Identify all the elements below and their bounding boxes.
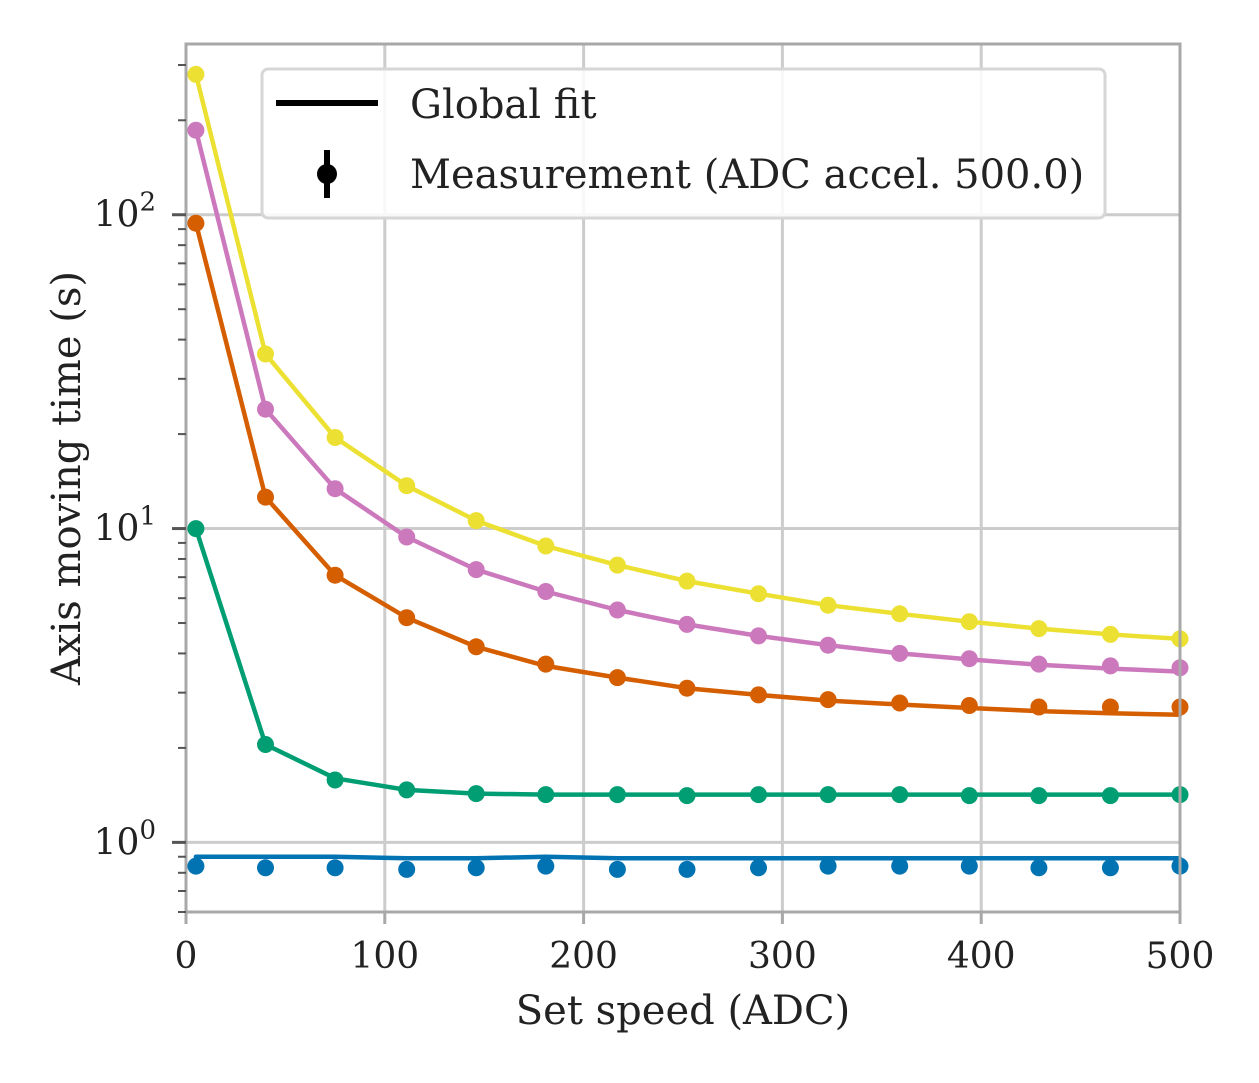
measurement-point — [326, 771, 344, 789]
measurement-point — [187, 857, 205, 875]
measurement-point — [608, 556, 626, 574]
measurement-point — [608, 669, 626, 687]
series-1 — [187, 520, 1189, 805]
measurement-point — [750, 585, 767, 603]
measurement-point — [750, 686, 767, 704]
measurement-point — [960, 650, 978, 668]
measurement-point — [537, 857, 555, 875]
measurement-point — [891, 644, 909, 662]
measurement-point — [891, 786, 909, 804]
measurement-point — [1030, 698, 1048, 716]
measurement-point — [537, 655, 555, 673]
x-tick-label: 200 — [549, 936, 618, 977]
measurement-point — [960, 857, 978, 875]
measurement-point — [819, 691, 837, 709]
measurement-point — [187, 65, 205, 83]
measurement-point — [678, 572, 696, 590]
series-layer — [187, 65, 1189, 878]
y-tick-label: 100 — [94, 815, 156, 863]
measurement-point — [819, 596, 837, 614]
measurement-point — [257, 859, 274, 877]
measurement-point — [326, 429, 344, 446]
measurement-point — [187, 520, 205, 538]
measurement-point — [326, 480, 344, 498]
measurement-point — [678, 787, 696, 805]
measurement-point — [1030, 620, 1048, 638]
fit-line-2 — [193, 220, 1183, 718]
measurement-point — [1101, 787, 1119, 805]
series-0 — [187, 854, 1189, 878]
measurement-point — [398, 609, 416, 627]
plot-frame — [184, 42, 1182, 914]
measurement-point — [678, 615, 696, 633]
measurement-point — [1101, 657, 1119, 675]
measurement-point — [819, 786, 837, 804]
measurement-point — [398, 528, 416, 546]
measurement-point — [467, 561, 485, 579]
measurement-point — [467, 785, 485, 803]
measurement-point — [398, 860, 416, 878]
legend-label-global-fit: Global fit — [410, 82, 597, 128]
measurement-point — [608, 601, 626, 619]
x-tick-label: 400 — [947, 936, 1016, 977]
measurement-point — [678, 860, 696, 878]
measurement-point — [326, 566, 344, 584]
y-tick-label: 102 — [94, 188, 156, 236]
measurement-point — [960, 613, 978, 631]
measurement-point — [467, 638, 485, 656]
ticks: 0 100 200 300 400 500 100 101 102 — [94, 64, 1215, 977]
series-4 — [187, 65, 1189, 648]
measurement-point — [537, 786, 555, 804]
series-2 — [187, 214, 1189, 718]
measurement-point — [750, 859, 767, 877]
y-tick-label: 101 — [94, 502, 156, 550]
measurement-point — [678, 679, 696, 697]
measurement-point — [750, 786, 767, 804]
x-tick-label: 500 — [1146, 936, 1215, 977]
measurement-point — [398, 477, 416, 495]
measurement-point — [257, 400, 274, 418]
measurement-point — [819, 636, 837, 654]
measurement-point — [257, 488, 274, 506]
measurement-point — [257, 345, 274, 363]
measurement-point — [537, 583, 555, 600]
measurement-point — [819, 857, 837, 875]
measurement-point — [187, 214, 205, 232]
measurement-point — [608, 786, 626, 804]
x-tick-label: 100 — [350, 936, 419, 977]
measurement-point — [960, 697, 978, 714]
measurement-point — [1030, 787, 1048, 805]
measurement-point — [750, 627, 767, 645]
legend: Global fit Measurement (ADC accel. 500.0… — [260, 67, 1107, 220]
y-axis-label: Axis moving time (s) — [44, 271, 90, 686]
measurement-point — [467, 859, 485, 877]
measurement-point — [187, 121, 205, 139]
measurement-point — [608, 860, 626, 878]
measurement-point — [257, 736, 274, 753]
measurement-point — [398, 781, 416, 799]
measurement-point — [1101, 698, 1119, 716]
measurement-point — [891, 694, 909, 712]
fit-line-0 — [193, 854, 1183, 861]
legend-marker — [317, 164, 337, 184]
measurement-point — [326, 859, 344, 877]
measurement-point — [1030, 859, 1048, 877]
measurement-point — [1030, 655, 1048, 673]
measurement-point — [891, 857, 909, 875]
measurement-point — [1101, 859, 1119, 877]
legend-box — [260, 67, 1107, 220]
measurement-point — [1101, 625, 1119, 643]
x-tick-label: 0 — [175, 936, 198, 977]
measurement-point — [467, 512, 485, 530]
measurement-point — [960, 787, 978, 805]
legend-label-measurement: Measurement (ADC accel. 500.0) — [410, 152, 1084, 198]
x-tick-label: 300 — [748, 936, 817, 977]
measurement-point — [537, 537, 555, 555]
measurement-point — [891, 605, 909, 623]
x-axis-label: Set speed (ADC) — [516, 988, 850, 1034]
